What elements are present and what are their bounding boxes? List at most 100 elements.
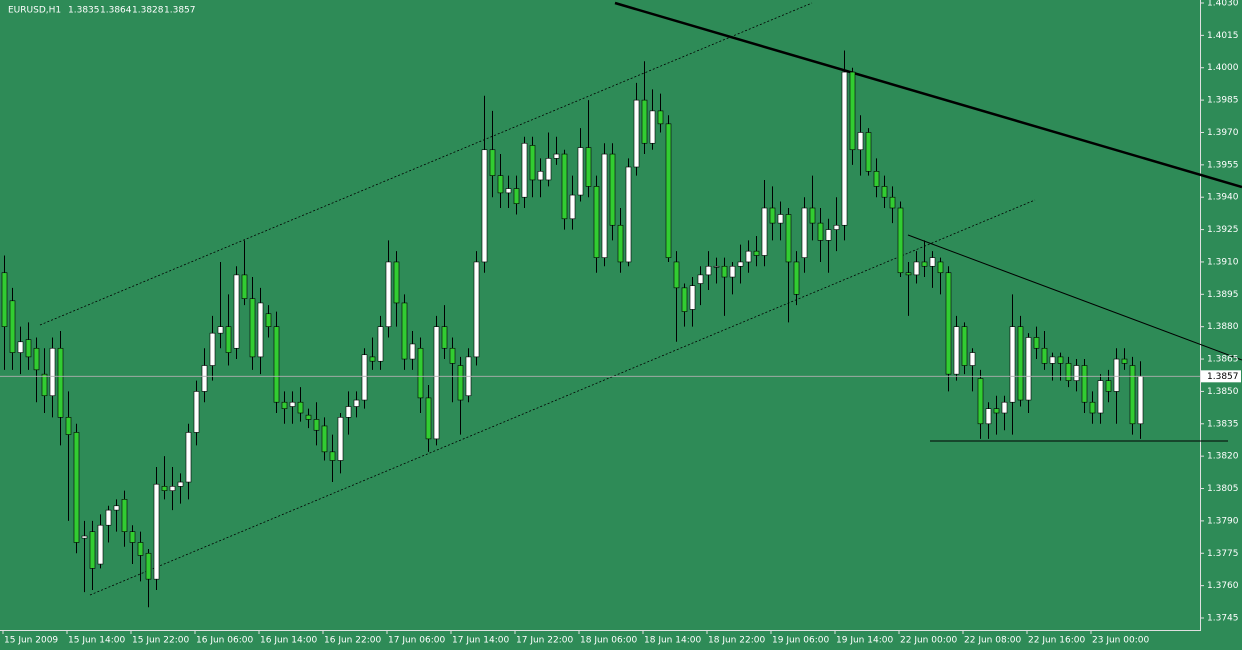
candle-body: [185, 432, 192, 483]
candle-body: [497, 175, 504, 194]
candle-body: [753, 250, 760, 256]
candle-body: [145, 552, 152, 580]
candle-body: [121, 499, 128, 532]
candle-body: [785, 214, 792, 263]
candle-body: [977, 378, 984, 425]
candle-body: [353, 399, 360, 407]
y-tick-label: 1.3940: [1207, 193, 1239, 203]
candle-body: [49, 347, 56, 397]
candle-body: [289, 401, 296, 407]
candle-body: [33, 347, 40, 371]
y-tick-label: 1.4015: [1207, 31, 1239, 41]
y-tick-label: 1.3865: [1207, 355, 1239, 365]
y-tick-label: 1.3835: [1207, 419, 1239, 429]
candle-body: [953, 326, 960, 375]
candle-body: [673, 261, 680, 289]
candle-body: [593, 186, 600, 258]
candle-body: [1001, 401, 1008, 414]
candle-body: [265, 313, 272, 327]
candle-body: [849, 71, 856, 151]
candle-body: [697, 274, 704, 284]
candle-body: [457, 365, 464, 401]
candle-body: [577, 147, 584, 196]
trendline: [907, 234, 1242, 361]
candle-body: [913, 261, 920, 276]
y-tick-label: 1.3955: [1207, 160, 1239, 170]
x-tick-label: 22 Jun 16:00: [1028, 636, 1085, 646]
y-tick-label: 1.3805: [1207, 484, 1239, 494]
price-label: 1.3857: [1207, 372, 1239, 382]
trendline: [614, 1, 1242, 189]
candle-body: [513, 188, 520, 204]
candle-body: [1041, 347, 1048, 364]
candle-body: [169, 486, 176, 491]
candle-body: [585, 147, 592, 187]
candle-body: [777, 214, 784, 224]
x-tick-label: 19 Jun 14:00: [836, 636, 893, 646]
candle-body: [377, 326, 384, 362]
candle-body: [225, 326, 232, 353]
candle-body: [385, 261, 392, 327]
header-close: 1.3857: [164, 6, 196, 16]
candle-body: [1017, 326, 1024, 401]
candle-body: [305, 414, 312, 420]
y-tick-label: 1.3850: [1207, 387, 1239, 397]
candle-body: [1121, 358, 1128, 364]
candle-body: [57, 347, 64, 418]
candle-body: [425, 397, 432, 440]
candle-body: [105, 509, 112, 526]
candle-body: [297, 401, 304, 414]
candle-body: [633, 99, 640, 168]
x-tick-label: 18 Jun 06:00: [580, 636, 637, 646]
candle-body: [545, 158, 552, 181]
candle-body: [1065, 363, 1072, 381]
candle-body: [1009, 326, 1016, 403]
candle-body: [1137, 376, 1144, 425]
candle-body: [801, 207, 808, 258]
candle-body: [897, 207, 904, 274]
price-label-box: [1201, 370, 1241, 383]
candle-body: [537, 171, 544, 181]
x-tick-label: 19 Jun 06:00: [772, 636, 829, 646]
trendlines: [39, 1, 1242, 596]
candle-body: [1033, 337, 1040, 349]
candle-body: [1129, 365, 1136, 425]
candle-body: [369, 356, 376, 362]
candle-body: [313, 419, 320, 431]
x-tick-label: 15 Jun 14:00: [68, 636, 125, 646]
header-high: 1.3864: [100, 6, 132, 16]
candle-body: [129, 531, 136, 543]
candle-body: [641, 99, 648, 144]
candle-body: [409, 343, 416, 360]
candle-body: [833, 224, 840, 230]
x-tick-label: 22 Jun 00:00: [900, 636, 957, 646]
x-tick-label: 16 Jun 06:00: [196, 636, 253, 646]
candle-body: [945, 272, 952, 375]
candle-body: [969, 352, 976, 366]
candle-body: [9, 300, 16, 353]
candle-body: [241, 274, 248, 299]
candle-body: [449, 347, 456, 364]
candle-body: [417, 347, 424, 399]
candle-body: [233, 274, 240, 349]
candle-body: [1113, 358, 1120, 392]
candle-body: [817, 222, 824, 241]
candle-body: [401, 302, 408, 360]
x-tick-label: 15 Jun 22:00: [132, 636, 189, 646]
candle-body: [713, 265, 720, 268]
candle-body: [881, 186, 888, 198]
candle-body: [41, 373, 48, 397]
candle-body: [281, 401, 288, 409]
candle-body: [617, 224, 624, 263]
candle-body: [721, 265, 728, 278]
candle-body: [81, 535, 88, 539]
x-tick-label: 15 Jun 2009: [4, 636, 58, 646]
channel-line: [89, 199, 1036, 596]
candle-body: [657, 110, 664, 125]
candle-body: [201, 365, 208, 392]
y-tick-label: 1.3880: [1207, 322, 1239, 332]
candle-body: [345, 406, 352, 418]
candle-body: [113, 505, 120, 511]
